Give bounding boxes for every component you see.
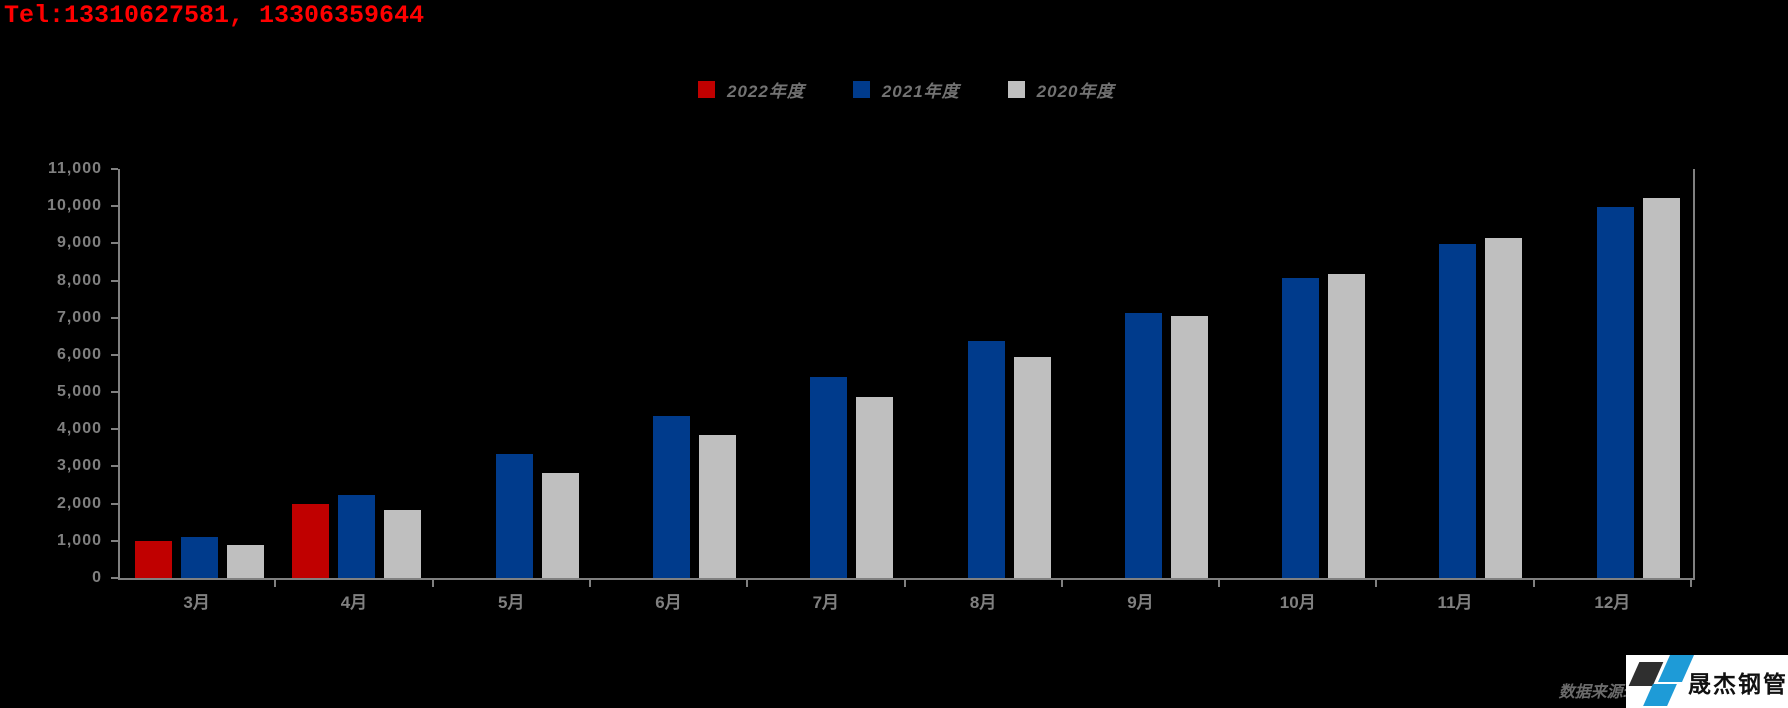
- bar-group-9月: [1064, 169, 1221, 578]
- bar-2020年度-10月: [1328, 274, 1366, 578]
- bar-group-7月: [749, 169, 906, 578]
- y-axis-tick-mark: [111, 205, 118, 208]
- bar-2022年度-4月: [292, 503, 330, 578]
- bar-group-12月: [1536, 169, 1693, 578]
- company-logo: 晟杰钢管: [1626, 655, 1788, 708]
- bar-2021年度-5月: [495, 454, 533, 578]
- y-axis-tick-mark: [111, 577, 118, 579]
- bar-2021年度-9月: [1124, 312, 1162, 578]
- x-axis-month-label: 8月: [969, 593, 997, 612]
- y-axis-tick-label: 2,000: [56, 494, 102, 512]
- bar-group-3月: [120, 169, 277, 578]
- x-axis-month-label: 12月: [1594, 593, 1631, 612]
- y-axis-tick-mark: [111, 316, 118, 319]
- logo-dark-parallelogram-icon: [1628, 662, 1664, 686]
- y-axis-tick-mark: [111, 428, 118, 431]
- x-axis-tick-mark: [1532, 580, 1535, 587]
- y-axis-tick-mark: [111, 242, 118, 245]
- x-axis-tick-mark: [1060, 580, 1063, 587]
- y-axis-tick-label: 4,000: [56, 420, 102, 438]
- bar-2020年度-7月: [856, 396, 894, 578]
- legend-swatch-icon: [852, 81, 870, 98]
- x-axis-tick-mark: [1690, 580, 1692, 587]
- x-axis-tick-mark: [274, 580, 277, 587]
- bar-2021年度-6月: [652, 415, 690, 578]
- x-axis-month-label: 9月: [1127, 593, 1154, 612]
- y-axis-tick-mark: [111, 353, 118, 356]
- y-axis-tick-label: 9,000: [56, 234, 102, 252]
- y-axis-tick-mark: [111, 168, 118, 170]
- y-axis-tick-mark: [111, 502, 118, 505]
- contact-phone-text: Tel:13310627581, 13306359644: [4, 1, 425, 30]
- bar-chart-plot-area: 0 1,000 2,000 3,000 4,000 5,000 6,000 7,000 8,00…: [47, 161, 1695, 586]
- legend-swatch-icon: [1007, 81, 1025, 98]
- bar-2020年度-3月: [227, 545, 264, 578]
- bar-2020年度-6月: [698, 435, 736, 578]
- y-axis-tick-mark: [111, 539, 118, 542]
- chart-legend: 2022年度 2021年度 2020年度: [698, 77, 1114, 102]
- logo-company-name: 晟杰钢管: [1688, 670, 1788, 697]
- bar-2022年度-3月: [135, 540, 172, 578]
- y-axis-tick-label: 3,000: [56, 457, 102, 475]
- bar-group-6月: [592, 169, 749, 578]
- legend-item-2021年度: 2021年度: [852, 77, 960, 102]
- x-axis-tick-mark: [1375, 580, 1378, 587]
- x-axis-tick-mark: [588, 580, 591, 587]
- y-axis-tick-label: 8,000: [56, 271, 102, 289]
- bar-group-8月: [907, 169, 1064, 578]
- legend-swatch-icon: [698, 81, 715, 98]
- bar-2021年度-8月: [967, 341, 1005, 578]
- bar-group-5月: [435, 169, 592, 578]
- y-axis-tick-label: 10,000: [47, 197, 102, 215]
- x-axis-tick-mark: [746, 580, 749, 587]
- x-axis-month-label: 7月: [812, 593, 840, 612]
- x-axis-tick-mark: [1218, 580, 1221, 587]
- y-axis-tick-label: 0: [92, 569, 102, 586]
- legend-item-2022年度: 2022年度: [698, 77, 805, 102]
- y-axis-tick-mark: [111, 391, 118, 394]
- y-axis-tick-mark: [111, 465, 118, 468]
- legend-item-2020年度: 2020年度: [1007, 77, 1115, 102]
- legend-label: 2022年度: [727, 82, 805, 101]
- bar-2021年度-7月: [810, 377, 848, 578]
- bar-2020年度-11月: [1485, 238, 1523, 578]
- bar-2021年度-3月: [181, 536, 218, 578]
- bar-group-11月: [1378, 169, 1535, 578]
- y-axis-tick-label: 6,000: [56, 345, 102, 363]
- y-axis-tick-label: 1,000: [56, 531, 102, 549]
- x-axis-tick-mark: [903, 580, 906, 587]
- legend-label: 2020年度: [1036, 82, 1115, 101]
- bar-2020年度-12月: [1642, 198, 1680, 578]
- x-axis-month-label: 4月: [340, 593, 368, 612]
- bar-2021年度-11月: [1439, 243, 1477, 578]
- bar-2021年度-10月: [1282, 277, 1320, 578]
- legend-label: 2021年度: [881, 82, 960, 101]
- y-axis-tick-label: 11,000: [47, 160, 102, 177]
- y-axis-tick-label: 5,000: [56, 383, 102, 401]
- x-axis-month-label: 5月: [498, 593, 525, 612]
- bar-group-4月: [277, 169, 434, 578]
- x-axis-month-label: 3月: [183, 593, 210, 612]
- x-axis-month-label: 10月: [1279, 593, 1316, 612]
- x-axis-month-label: 6月: [655, 593, 682, 612]
- bar-2020年度-5月: [541, 472, 579, 578]
- bar-2021年度-4月: [338, 495, 376, 578]
- x-axis-month-label: 11月: [1437, 593, 1473, 612]
- data-source-text: 数据来源:: [1558, 684, 1628, 701]
- bar-group-10月: [1221, 169, 1378, 578]
- bar-2020年度-9月: [1170, 315, 1208, 578]
- logo-blue-parallelogram-icon: [1643, 684, 1677, 706]
- bar-2020年度-4月: [384, 510, 422, 578]
- bar-2021年度-12月: [1596, 206, 1634, 578]
- y-axis-tick-label: 7,000: [56, 308, 102, 326]
- x-axis-tick-mark: [431, 580, 434, 587]
- y-axis-tick-mark: [111, 279, 118, 282]
- bar-2020年度-8月: [1013, 356, 1051, 578]
